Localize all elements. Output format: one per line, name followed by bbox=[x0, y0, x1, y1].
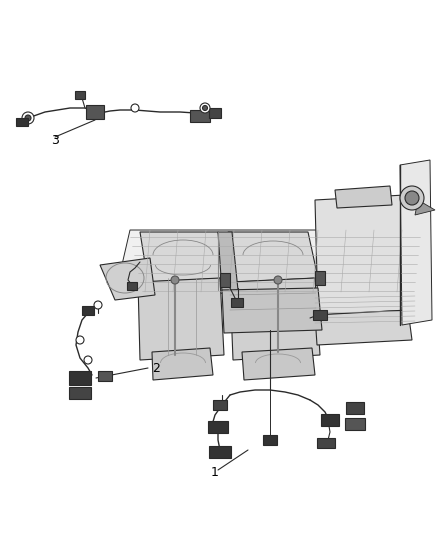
Polygon shape bbox=[315, 195, 410, 315]
Bar bbox=[86, 105, 104, 119]
Bar bbox=[208, 421, 228, 433]
Bar bbox=[213, 400, 227, 410]
Polygon shape bbox=[222, 288, 322, 333]
Polygon shape bbox=[140, 232, 228, 282]
Text: 1: 1 bbox=[211, 466, 219, 480]
Bar bbox=[346, 402, 364, 414]
Circle shape bbox=[405, 191, 419, 205]
Circle shape bbox=[171, 276, 179, 284]
Circle shape bbox=[25, 115, 31, 121]
Bar bbox=[313, 310, 327, 320]
Circle shape bbox=[200, 103, 210, 113]
Bar bbox=[220, 273, 230, 287]
Polygon shape bbox=[115, 230, 430, 295]
Circle shape bbox=[76, 336, 84, 344]
Bar bbox=[127, 282, 137, 290]
Polygon shape bbox=[400, 160, 432, 325]
Bar bbox=[69, 371, 91, 385]
Polygon shape bbox=[230, 278, 320, 360]
Polygon shape bbox=[335, 186, 392, 208]
Text: 2: 2 bbox=[152, 361, 160, 375]
Circle shape bbox=[202, 106, 208, 110]
Bar bbox=[82, 305, 94, 314]
Polygon shape bbox=[100, 258, 155, 300]
Bar bbox=[98, 371, 112, 381]
Bar bbox=[317, 438, 335, 448]
Circle shape bbox=[94, 301, 102, 309]
Polygon shape bbox=[138, 278, 224, 360]
Polygon shape bbox=[415, 200, 435, 215]
Circle shape bbox=[274, 276, 282, 284]
Bar bbox=[345, 418, 365, 430]
Polygon shape bbox=[242, 348, 315, 380]
Bar bbox=[209, 446, 231, 458]
Polygon shape bbox=[228, 232, 318, 282]
Bar bbox=[231, 297, 243, 306]
Bar bbox=[75, 91, 85, 99]
Text: 3: 3 bbox=[51, 133, 59, 147]
Bar bbox=[16, 118, 28, 126]
Polygon shape bbox=[218, 232, 238, 292]
Circle shape bbox=[84, 356, 92, 364]
Bar bbox=[69, 387, 91, 399]
Polygon shape bbox=[152, 348, 213, 380]
Bar bbox=[190, 110, 210, 122]
Bar bbox=[315, 271, 325, 285]
Bar bbox=[321, 414, 339, 426]
Circle shape bbox=[400, 186, 424, 210]
Circle shape bbox=[131, 104, 139, 112]
Bar bbox=[263, 435, 277, 445]
Bar bbox=[209, 108, 221, 118]
Polygon shape bbox=[315, 310, 412, 345]
Circle shape bbox=[22, 112, 34, 124]
